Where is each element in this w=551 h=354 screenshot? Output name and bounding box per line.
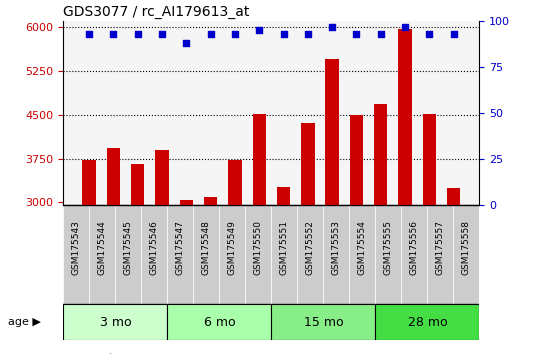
Point [230,31,239,37]
Point [304,31,312,37]
Bar [219,205,245,304]
Point [206,31,215,37]
Bar [115,205,142,304]
Point [255,28,263,33]
Text: GSM175544: GSM175544 [98,220,107,275]
Point [376,31,385,37]
Text: GSM175545: GSM175545 [124,220,133,275]
Bar [428,205,453,304]
Bar [204,196,217,354]
Point [401,24,409,30]
Text: GSM175558: GSM175558 [462,220,471,275]
Bar [252,114,266,354]
Text: GSM175548: GSM175548 [202,220,211,275]
Point [305,234,314,240]
Text: GSM175549: GSM175549 [228,220,237,275]
Bar [398,29,412,354]
Text: 15 mo: 15 mo [304,316,343,329]
Bar [423,114,436,354]
Text: GSM175553: GSM175553 [332,220,341,275]
Text: GSM175552: GSM175552 [306,220,315,275]
Text: GSM175550: GSM175550 [254,220,263,275]
Point [109,31,118,37]
Point [450,31,458,37]
Bar [131,164,144,354]
Bar [82,160,96,354]
Text: count: count [82,353,114,354]
Text: GSM175547: GSM175547 [176,220,185,275]
Bar [350,115,363,354]
Bar [193,205,219,304]
Point [84,31,93,37]
Bar [298,205,323,304]
Point [425,31,434,37]
Point [158,31,166,37]
Point [182,40,191,46]
Text: GSM175543: GSM175543 [72,220,81,275]
Bar [106,148,120,354]
Text: age ▶: age ▶ [8,317,41,327]
Bar [271,205,298,304]
Bar [271,304,375,340]
Bar [375,205,401,304]
Bar [375,304,479,340]
Bar [301,123,315,354]
Text: 28 mo: 28 mo [408,316,447,329]
Bar [142,205,168,304]
Bar [401,205,428,304]
Bar [447,188,461,354]
Text: GSM175546: GSM175546 [150,220,159,275]
Point [133,31,142,37]
Text: 6 mo: 6 mo [203,316,235,329]
Point [279,31,288,37]
Bar [228,160,241,354]
Bar [168,205,193,304]
Text: GSM175551: GSM175551 [280,220,289,275]
Bar [349,205,375,304]
Text: GSM175555: GSM175555 [384,220,393,275]
Bar [63,304,168,340]
Point [352,31,361,37]
Text: GSM175557: GSM175557 [436,220,445,275]
Bar [326,59,339,354]
Text: GSM175554: GSM175554 [358,220,367,275]
Bar [374,104,387,354]
Bar [89,205,115,304]
Bar [168,304,271,340]
Text: 3 mo: 3 mo [100,316,131,329]
Point [328,24,337,30]
Bar [323,205,349,304]
Text: GDS3077 / rc_AI179613_at: GDS3077 / rc_AI179613_at [63,5,250,19]
Bar [63,205,89,304]
Bar [155,150,169,354]
Bar [180,200,193,354]
Bar [245,205,271,304]
Text: GSM175556: GSM175556 [410,220,419,275]
Bar [453,205,479,304]
Bar [277,187,290,354]
